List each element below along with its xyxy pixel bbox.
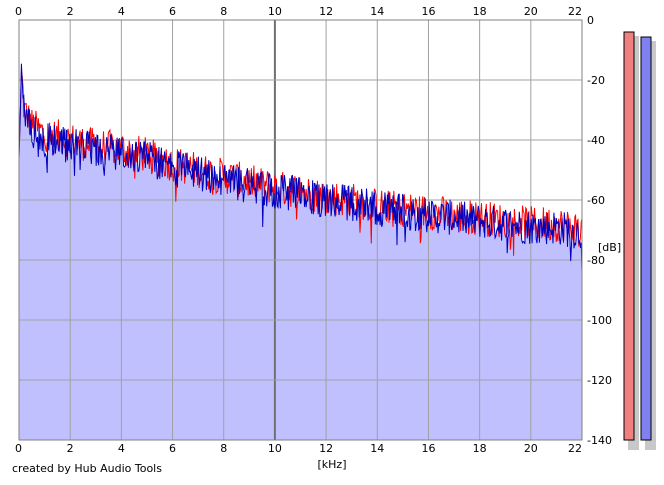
y-tick-label: -100	[587, 314, 612, 327]
y-tick-label: -60	[587, 194, 605, 207]
x-tick-label-bottom: 22	[568, 442, 582, 455]
y-tick-label: 0	[587, 14, 594, 27]
x-tick-label-top: 6	[169, 5, 176, 18]
x-tick-label-bottom: 18	[473, 442, 487, 455]
spectrum-fill-area	[19, 63, 582, 440]
y-tick-label: -20	[587, 74, 605, 87]
x-tick-label-top: 2	[67, 5, 74, 18]
x-tick-labels-top: 0 2 4 6 8 10 12 14 16 18 20 22	[15, 5, 582, 18]
x-tick-label-bottom: 12	[319, 442, 333, 455]
x-tick-label-top: 4	[118, 5, 125, 18]
x-tick-label-bottom: 2	[67, 442, 74, 455]
credit-text: created by Hub Audio Tools	[12, 462, 162, 475]
y-tick-labels: 0 -20 -40 -60 -80 -100 -120 -140	[587, 14, 612, 447]
level-meter-right	[640, 36, 652, 441]
x-tick-label-top: 10	[268, 5, 282, 18]
x-axis-label: [kHz]	[318, 458, 347, 471]
x-tick-label-top: 18	[473, 5, 487, 18]
x-tick-label-bottom: 8	[220, 442, 227, 455]
x-tick-labels-bottom: 0 2 4 6 8 10 12 14 16 18 20 22	[15, 442, 582, 455]
x-tick-label-bottom: 14	[370, 442, 384, 455]
x-tick-label-top: 12	[319, 5, 333, 18]
x-tick-label-top: 8	[220, 5, 227, 18]
y-axis-label: [dB]	[598, 241, 621, 254]
x-tick-label-bottom: 16	[421, 442, 435, 455]
y-tick-label: -40	[587, 134, 605, 147]
x-tick-label-bottom: 6	[169, 442, 176, 455]
x-tick-label-top: 14	[370, 5, 384, 18]
x-tick-label-top: 16	[421, 5, 435, 18]
x-tick-label-bottom: 20	[524, 442, 538, 455]
level-meter-left	[623, 31, 635, 441]
x-tick-label-top: 20	[524, 5, 538, 18]
x-tick-label-top: 22	[568, 5, 582, 18]
x-tick-label-bottom: 0	[15, 442, 22, 455]
x-tick-label-bottom: 10	[268, 442, 282, 455]
series-right-channel	[18, 63, 583, 272]
plot-frame	[18, 19, 583, 441]
y-tick-label: -120	[587, 374, 612, 387]
x-tick-label-top: 0	[15, 5, 22, 18]
x-tick-label-bottom: 4	[118, 442, 125, 455]
level-meters	[623, 31, 656, 450]
y-tick-label: -80	[587, 254, 605, 267]
y-tick-label: -140	[587, 434, 612, 447]
